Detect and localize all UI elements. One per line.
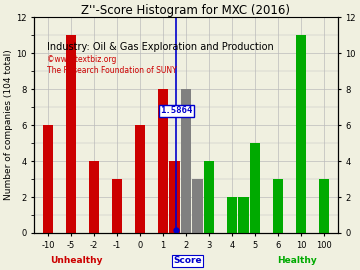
Text: Unhealthy: Unhealthy xyxy=(50,256,103,265)
Bar xyxy=(273,179,283,233)
Text: Healthy: Healthy xyxy=(277,256,317,265)
Text: Score: Score xyxy=(173,256,202,265)
Bar xyxy=(169,161,180,233)
Bar xyxy=(227,197,237,233)
Bar xyxy=(192,179,203,233)
Bar xyxy=(112,179,122,233)
Title: Z''-Score Histogram for MXC (2016): Z''-Score Histogram for MXC (2016) xyxy=(81,4,291,17)
Bar xyxy=(181,89,191,233)
Bar xyxy=(296,35,306,233)
Bar xyxy=(43,125,53,233)
Bar xyxy=(238,197,248,233)
Y-axis label: Number of companies (104 total): Number of companies (104 total) xyxy=(4,50,13,200)
Bar xyxy=(135,125,145,233)
Text: The Research Foundation of SUNY: The Research Foundation of SUNY xyxy=(47,66,176,75)
Bar xyxy=(89,161,99,233)
Bar xyxy=(204,161,214,233)
Text: Industry: Oil & Gas Exploration and Production: Industry: Oil & Gas Exploration and Prod… xyxy=(47,42,274,52)
Bar xyxy=(66,35,76,233)
Bar xyxy=(319,179,329,233)
Bar xyxy=(158,89,168,233)
Text: ©www.textbiz.org: ©www.textbiz.org xyxy=(47,55,116,64)
Bar xyxy=(250,143,260,233)
Text: 1.5864: 1.5864 xyxy=(160,106,193,115)
